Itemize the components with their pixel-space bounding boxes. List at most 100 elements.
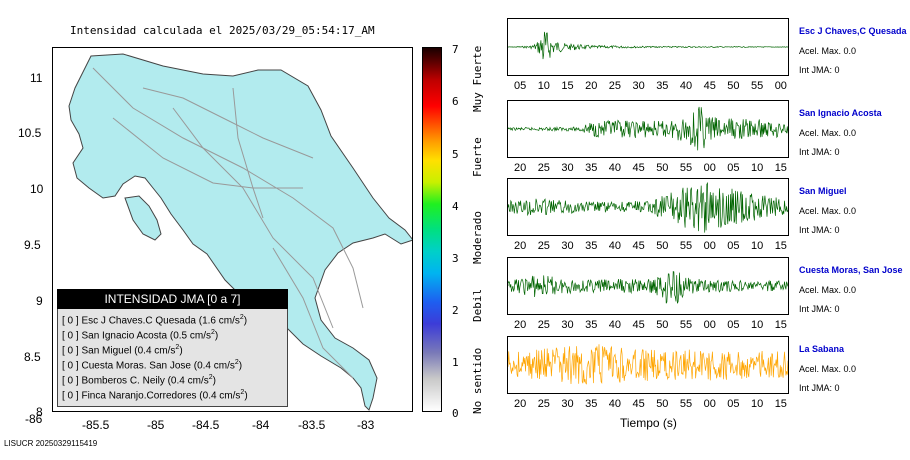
x-tick: -83.5 xyxy=(298,418,326,432)
time-tick: 55 xyxy=(751,80,764,92)
legend-item: [ 0 ] San Ignacio Acosta (0.5 cm/s2) xyxy=(62,329,219,342)
time-tick: 05 xyxy=(514,80,527,92)
time-tick: 25 xyxy=(537,162,550,174)
time-tick: 20 xyxy=(514,398,527,410)
time-tick: 55 xyxy=(679,240,693,252)
time-tick: 10 xyxy=(751,162,764,174)
time-tick: 35 xyxy=(585,398,598,410)
costa-rica-map xyxy=(68,53,412,411)
waveform-trace xyxy=(508,270,788,304)
x-tick: -85.5 xyxy=(82,418,110,432)
time-tick: 55 xyxy=(679,162,693,174)
legend-item: [ 0 ] Esc J Chaves.C Quesada (1.6 cm/s2) xyxy=(62,314,248,327)
time-tick: 20 xyxy=(514,162,527,174)
time-tick: 25 xyxy=(608,80,622,92)
waveform-panel xyxy=(507,18,789,76)
station-intensity: Int JMA: 0 xyxy=(799,147,840,157)
y-tick: 9.5 xyxy=(24,238,41,252)
y-tick: 8 xyxy=(36,405,43,419)
time-tick: 00 xyxy=(774,80,787,92)
time-tick: 00 xyxy=(703,319,716,331)
time-tick: 30 xyxy=(632,80,645,92)
waveform-panel xyxy=(507,178,789,236)
time-tick: 45 xyxy=(632,319,645,331)
costa-rica-landmass xyxy=(68,53,412,411)
legend-item: [ 0 ] San Miguel (0.4 cm/s2) xyxy=(62,344,183,357)
waveform-trace xyxy=(508,31,788,60)
y-tick: 8.5 xyxy=(24,350,41,364)
colorbar-tick: 2 xyxy=(452,304,459,317)
waveform-trace xyxy=(508,181,788,233)
time-tick: 15 xyxy=(774,240,787,252)
time-tick: 10 xyxy=(751,240,764,252)
colorbar-label: No sentido xyxy=(471,347,484,414)
legend-item: [ 0 ] Finca Naranjo.Corredores (0.4 cm/s… xyxy=(62,389,248,402)
waveform-plot xyxy=(508,31,788,60)
intensity-colorbar xyxy=(422,47,442,412)
x-tick: -84.5 xyxy=(192,418,220,432)
colorbar-tick: 1 xyxy=(452,356,459,369)
time-tick: 15 xyxy=(774,398,787,410)
station-name: San Miguel xyxy=(799,186,847,196)
station-accel: Acel. Max. 0.0 xyxy=(799,128,857,138)
time-tick: 25 xyxy=(537,398,550,410)
station-name: Cuesta Moras, San Jose xyxy=(799,265,903,275)
waveform-plot xyxy=(508,181,788,233)
station-intensity: Int JMA: 0 xyxy=(799,65,840,75)
x-tick: -84 xyxy=(252,418,270,432)
waveform-plot xyxy=(508,106,788,151)
time-tick: 15 xyxy=(774,162,787,174)
colorbar-tick: 6 xyxy=(452,95,459,108)
time-tick: 40 xyxy=(608,398,622,410)
station-name: San Ignacio Acosta xyxy=(799,108,882,118)
colorbar-label: Muy Fuerte xyxy=(471,45,484,112)
station-intensity: Int JMA: 0 xyxy=(799,304,840,314)
time-tick: 15 xyxy=(774,319,787,331)
time-tick: 35 xyxy=(585,162,598,174)
time-tick: 20 xyxy=(514,240,527,252)
time-tick: 45 xyxy=(632,240,645,252)
colorbar-label: Moderado xyxy=(471,211,484,264)
time-tick: 25 xyxy=(537,240,550,252)
time-tick: 30 xyxy=(561,319,574,331)
time-tick: 55 xyxy=(679,398,693,410)
time-tick: 10 xyxy=(537,80,550,92)
waveform-panel xyxy=(507,336,789,394)
time-tick: 15 xyxy=(561,80,574,92)
time-tick: 50 xyxy=(727,80,740,92)
colorbar-tick: 4 xyxy=(452,200,459,213)
time-tick: 40 xyxy=(679,80,693,92)
y-tick: 10.5 xyxy=(18,126,42,140)
time-tick: 10 xyxy=(751,319,764,331)
time-tick: 20 xyxy=(585,80,598,92)
waveform-plot xyxy=(508,344,788,385)
legend-heading: INTENSIDAD JMA [0 a 7] xyxy=(57,289,288,309)
legend-item: [ 0 ] Bomberos C. Neily (0.4 cm/s2) xyxy=(62,374,216,387)
waveform-plot xyxy=(508,270,788,304)
time-tick: 45 xyxy=(632,162,645,174)
waveform-panel xyxy=(507,257,789,315)
time-tick: 45 xyxy=(632,398,645,410)
station-accel: Acel. Max. 0.0 xyxy=(799,46,857,56)
time-tick: 05 xyxy=(727,398,740,410)
time-tick: 05 xyxy=(727,240,740,252)
y-tick: 9 xyxy=(36,294,43,308)
x-tick: -86 xyxy=(25,412,43,426)
station-accel: Acel. Max. 0.0 xyxy=(799,364,857,374)
time-tick: 50 xyxy=(656,398,669,410)
time-tick: 00 xyxy=(703,398,716,410)
waveform-panel xyxy=(507,100,789,158)
time-tick: 35 xyxy=(656,80,669,92)
time-tick: 45 xyxy=(703,80,716,92)
time-tick: 55 xyxy=(679,319,693,331)
x-tick: -83 xyxy=(357,418,375,432)
footer-id: LISUCR 20250329115419 xyxy=(4,439,98,448)
station-intensity: Int JMA: 0 xyxy=(799,383,840,393)
y-tick: 11 xyxy=(30,71,43,85)
colorbar-label: Debil xyxy=(471,288,484,322)
colorbar-tick: 0 xyxy=(452,407,459,420)
station-accel: Acel. Max. 0.0 xyxy=(799,285,857,295)
time-tick: 35 xyxy=(585,240,598,252)
time-tick: 10 xyxy=(751,398,764,410)
colorbar-tick: 3 xyxy=(452,252,459,265)
